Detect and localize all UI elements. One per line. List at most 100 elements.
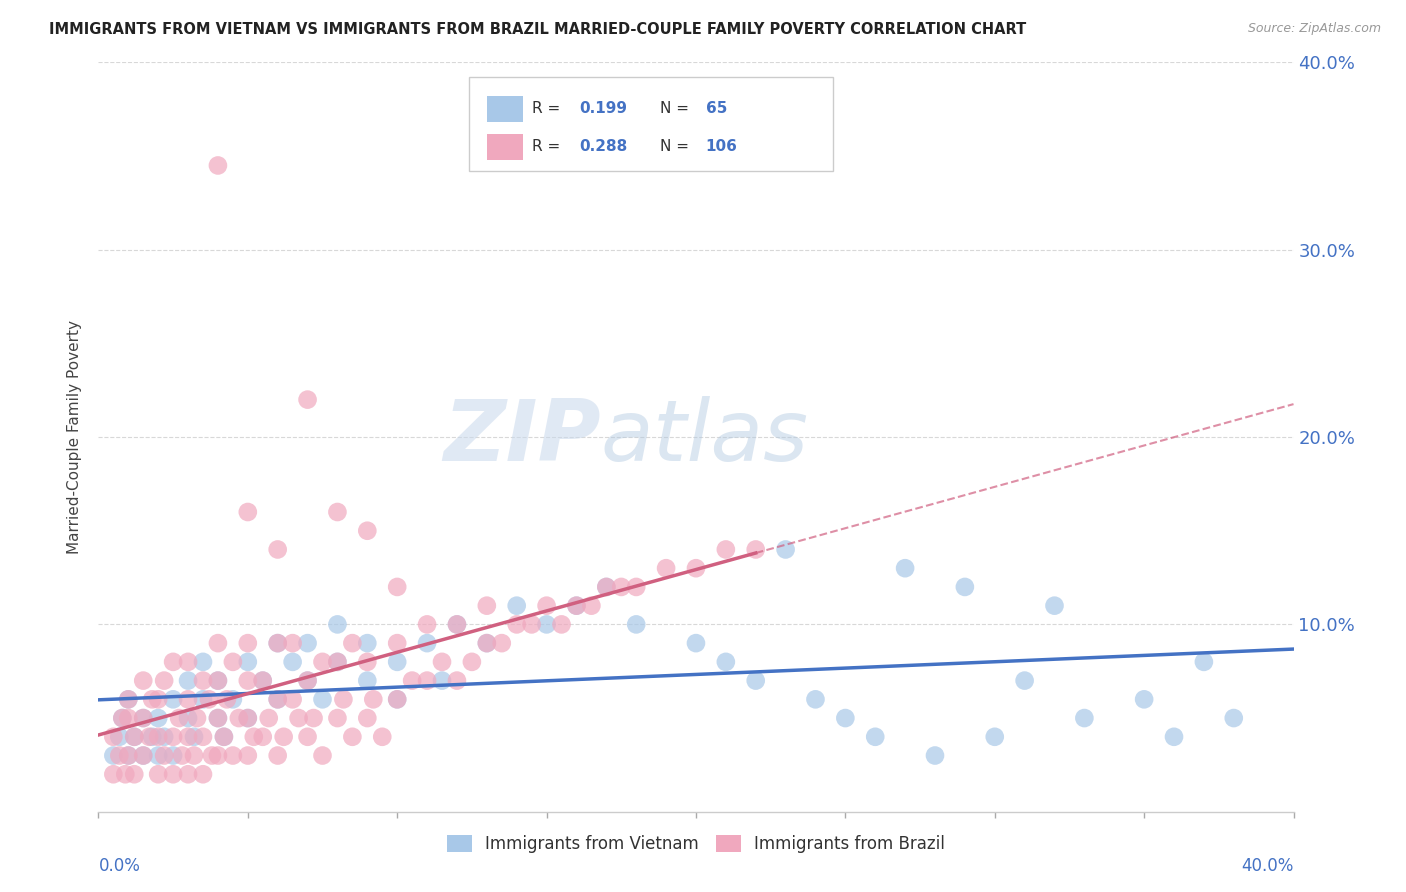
Text: IMMIGRANTS FROM VIETNAM VS IMMIGRANTS FROM BRAZIL MARRIED-COUPLE FAMILY POVERTY : IMMIGRANTS FROM VIETNAM VS IMMIGRANTS FR…: [49, 22, 1026, 37]
Point: [138, 730, 160, 744]
Text: 0.199: 0.199: [579, 102, 627, 116]
Point: [207, 159, 229, 173]
Point: [215, 692, 238, 706]
Point: [326, 655, 349, 669]
Point: [207, 711, 229, 725]
Point: [167, 711, 190, 725]
Point: [236, 748, 259, 763]
Point: [1014, 673, 1036, 688]
Point: [198, 692, 221, 706]
Point: [581, 599, 603, 613]
Point: [302, 711, 325, 725]
Point: [207, 748, 229, 763]
Point: [984, 730, 1007, 744]
Point: [186, 711, 208, 725]
Point: [111, 711, 134, 725]
Point: [162, 692, 184, 706]
Point: [1043, 599, 1066, 613]
Point: [655, 561, 678, 575]
Point: [212, 730, 235, 744]
Point: [342, 730, 364, 744]
Point: [117, 748, 139, 763]
Point: [297, 673, 319, 688]
Point: [177, 730, 200, 744]
Point: [491, 636, 513, 650]
Point: [108, 730, 131, 744]
Point: [416, 636, 439, 650]
Point: [267, 542, 290, 557]
Point: [565, 599, 588, 613]
Point: [257, 711, 280, 725]
Point: [775, 542, 797, 557]
Point: [297, 392, 319, 407]
Point: [475, 599, 498, 613]
Point: [1192, 655, 1215, 669]
Point: [148, 748, 170, 763]
Point: [385, 580, 409, 594]
Point: [924, 748, 946, 763]
Point: [236, 711, 259, 725]
Point: [132, 711, 155, 725]
Point: [141, 730, 163, 744]
Point: [103, 730, 125, 744]
Point: [326, 655, 349, 669]
FancyBboxPatch shape: [470, 78, 834, 171]
Point: [281, 692, 304, 706]
Point: [356, 655, 378, 669]
Point: [520, 617, 543, 632]
Point: [191, 730, 214, 744]
Point: [595, 580, 617, 594]
Point: [153, 730, 176, 744]
Point: [148, 730, 170, 744]
Point: [745, 542, 768, 557]
Text: atlas: atlas: [600, 395, 808, 479]
Point: [148, 711, 170, 725]
Point: [626, 580, 648, 594]
Point: [363, 692, 385, 706]
Point: [273, 730, 295, 744]
Text: 65: 65: [706, 102, 727, 116]
Point: [191, 655, 214, 669]
Point: [626, 617, 648, 632]
Point: [228, 711, 250, 725]
Point: [461, 655, 484, 669]
Point: [191, 692, 214, 706]
Point: [124, 730, 146, 744]
Point: [745, 673, 768, 688]
Point: [148, 767, 170, 781]
Legend: Immigrants from Vietnam, Immigrants from Brazil: Immigrants from Vietnam, Immigrants from…: [440, 828, 952, 860]
Point: [108, 748, 131, 763]
Point: [267, 692, 290, 706]
Point: [222, 748, 245, 763]
Text: Source: ZipAtlas.com: Source: ZipAtlas.com: [1247, 22, 1381, 36]
Text: 0.0%: 0.0%: [98, 856, 141, 875]
Point: [252, 673, 274, 688]
Point: [287, 711, 309, 725]
Point: [267, 692, 290, 706]
Point: [356, 711, 378, 725]
Point: [332, 692, 354, 706]
Point: [153, 673, 176, 688]
Point: [236, 673, 259, 688]
Point: [475, 636, 498, 650]
Point: [536, 617, 558, 632]
Point: [342, 636, 364, 650]
Point: [385, 692, 409, 706]
Point: [252, 730, 274, 744]
Point: [172, 748, 194, 763]
Point: [430, 655, 453, 669]
Point: [132, 748, 155, 763]
Point: [162, 748, 184, 763]
Point: [385, 692, 409, 706]
Point: [207, 711, 229, 725]
Point: [267, 636, 290, 650]
Point: [177, 692, 200, 706]
Point: [311, 692, 333, 706]
Point: [207, 673, 229, 688]
Point: [685, 561, 707, 575]
Point: [865, 730, 887, 744]
Point: [222, 655, 245, 669]
Point: [207, 636, 229, 650]
Point: [114, 767, 136, 781]
Point: [117, 692, 139, 706]
